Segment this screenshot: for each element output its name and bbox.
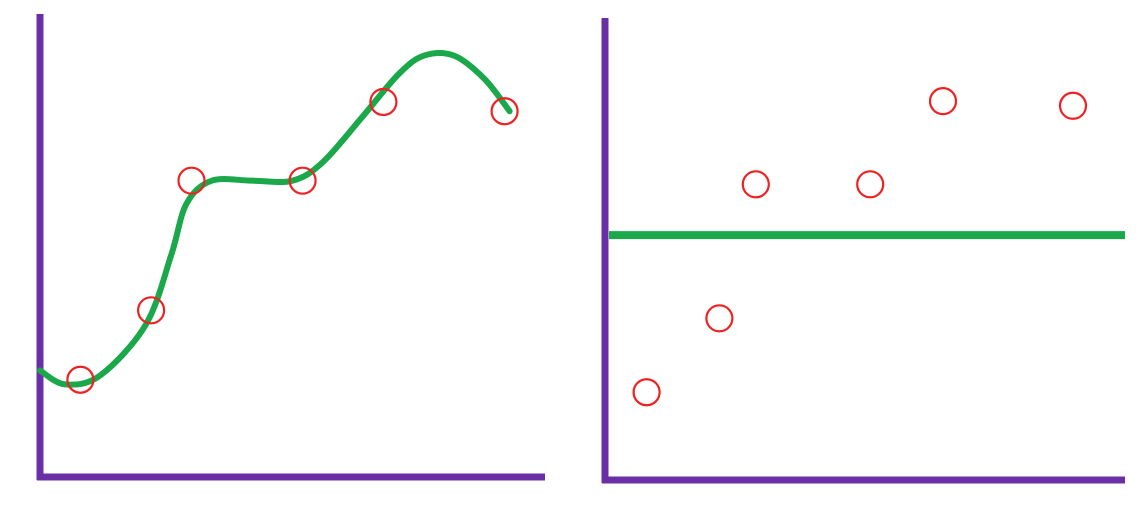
right-data-point-3 <box>741 170 770 199</box>
panel-right-chart <box>601 18 1125 484</box>
right-data-point-6 <box>1058 91 1088 120</box>
panel-left-chart <box>36 14 545 481</box>
left-data-point-2 <box>137 296 166 325</box>
left-data-point-4 <box>288 166 317 195</box>
left-data-point-5 <box>369 87 398 117</box>
right-data-point-1 <box>632 378 661 407</box>
left-data-point-3 <box>177 166 206 195</box>
left-fit-curve <box>37 50 513 388</box>
right-data-point-5 <box>928 87 958 116</box>
left-data-point-6 <box>490 97 519 126</box>
right-data-point-2 <box>705 304 734 333</box>
left-data-point-1 <box>66 365 95 394</box>
right-data-point-4 <box>856 170 885 199</box>
